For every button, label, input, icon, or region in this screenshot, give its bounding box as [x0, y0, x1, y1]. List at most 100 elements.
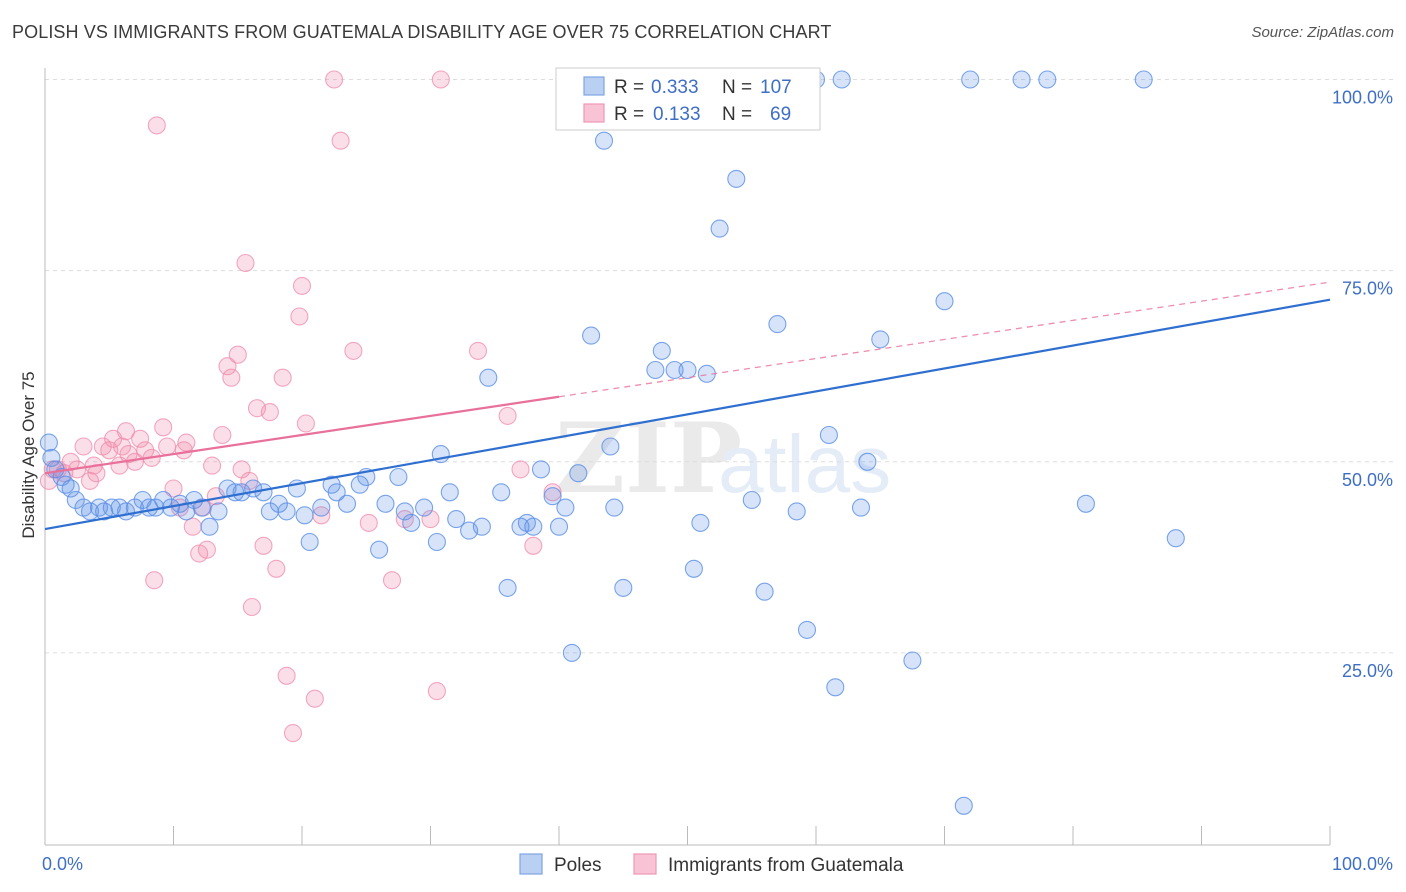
x-tick-label-min: 0.0% — [42, 854, 83, 874]
point-poles-92 — [832, 70, 851, 89]
trend-lines — [44, 281, 1331, 531]
point-guatemala-35 — [213, 425, 232, 445]
point-poles-56 — [492, 483, 511, 502]
point-poles-94 — [858, 452, 877, 471]
point-guatemala-65 — [498, 406, 517, 425]
point-poles-90 — [819, 425, 838, 445]
point-poles-75 — [665, 360, 684, 380]
legend: R = 0.333 N = 107 R = 0.133 N = 69 — [555, 67, 821, 131]
point-poles-91 — [826, 678, 845, 697]
point-guatemala-33 — [203, 456, 222, 475]
legend-n-label-guatemala: N = — [722, 104, 752, 125]
point-guatemala-32 — [197, 540, 216, 559]
point-guatemala-51 — [292, 276, 312, 295]
point-guatemala-29 — [183, 517, 202, 536]
point-guatemala-53 — [305, 689, 324, 708]
point-guatemala-14 — [113, 437, 132, 456]
trend-line-guatemala — [44, 395, 560, 475]
point-poles-86 — [768, 315, 787, 334]
legend-n-value-guatemala: 69 — [770, 104, 791, 125]
gridlines — [45, 79, 1393, 654]
point-poles-30 — [254, 483, 273, 502]
legend-r-label-guatemala: R = — [614, 104, 644, 125]
point-poles-52 — [447, 510, 466, 529]
y-tick-label-75: 75.0% — [1342, 279, 1393, 299]
point-guatemala-66 — [511, 460, 530, 479]
point-poles-35 — [295, 506, 314, 525]
point-poles-101 — [1038, 70, 1057, 89]
point-guatemala-62 — [427, 682, 446, 701]
point-poles-93 — [851, 498, 871, 517]
point-poles-44 — [376, 494, 395, 513]
point-guatemala-24 — [158, 437, 177, 456]
point-guatemala-6 — [74, 437, 93, 456]
point-poles-1 — [42, 448, 61, 467]
point-poles-98 — [954, 796, 973, 815]
point-poles-88 — [797, 620, 817, 639]
point-guatemala-47 — [273, 368, 292, 387]
point-poles-0 — [39, 433, 58, 452]
y-tick-label-25: 25.0% — [1342, 661, 1393, 681]
point-guatemala-38 — [228, 345, 247, 364]
point-poles-70 — [605, 498, 624, 517]
point-guatemala-21 — [145, 571, 164, 590]
point-poles-63 — [549, 517, 569, 536]
point-poles-57 — [498, 578, 517, 597]
point-guatemala-67 — [524, 536, 543, 555]
point-poles-39 — [327, 483, 346, 502]
point-poles-73 — [646, 360, 665, 380]
legend-n-label-poles: N = — [722, 77, 752, 98]
point-poles-5 — [61, 479, 80, 498]
point-poles-49 — [427, 532, 446, 552]
y-axis-label: Disability Age Over 75 — [19, 371, 38, 538]
point-poles-103 — [1134, 70, 1153, 89]
point-guatemala-46 — [267, 559, 286, 578]
point-guatemala-42 — [242, 597, 261, 617]
y-tick-label-100: 100.0% — [1332, 88, 1393, 108]
x-ticks — [44, 826, 1331, 845]
point-poles-100 — [1012, 70, 1031, 89]
point-guatemala-55 — [325, 70, 344, 89]
watermark-atlas: atlas — [718, 419, 891, 510]
y-tick-label-50: 50.0% — [1342, 470, 1393, 490]
series-poles-points — [39, 70, 1185, 815]
trend-line-guatemala-extension — [558, 281, 1331, 398]
point-poles-67 — [582, 326, 601, 345]
point-guatemala-37 — [222, 368, 241, 387]
series-guatemala-points — [39, 70, 562, 743]
point-poles-54 — [472, 517, 491, 536]
point-poles-68 — [594, 131, 614, 150]
chart-source: Source: ZipAtlas.com — [1251, 24, 1394, 41]
chart-title: POLISH VS IMMIGRANTS FROM GUATEMALA DISA… — [12, 22, 832, 42]
point-guatemala-40 — [236, 253, 255, 273]
point-poles-48 — [415, 498, 434, 517]
point-poles-80 — [710, 219, 729, 238]
point-poles-66 — [569, 464, 588, 483]
point-poles-77 — [684, 559, 703, 578]
point-poles-37 — [312, 498, 331, 517]
point-poles-61 — [531, 460, 551, 479]
point-guatemala-49 — [283, 724, 303, 743]
point-guatemala-28 — [177, 433, 196, 452]
point-poles-71 — [614, 578, 633, 597]
point-poles-76 — [678, 360, 697, 380]
point-poles-6 — [66, 490, 85, 510]
point-poles-46 — [395, 502, 414, 521]
point-poles-45 — [389, 467, 408, 487]
point-poles-78 — [691, 513, 710, 532]
legend-r-label-poles: R = — [614, 77, 644, 98]
point-poles-24 — [200, 517, 219, 536]
point-poles-43 — [370, 540, 389, 559]
legend-r-value-guatemala: 0.133 — [653, 104, 701, 125]
point-poles-97 — [935, 292, 954, 311]
point-poles-64 — [556, 498, 575, 517]
point-poles-82 — [727, 169, 746, 188]
point-poles-95 — [871, 330, 890, 349]
point-guatemala-18 — [131, 429, 150, 448]
trend-line-poles — [44, 298, 1331, 531]
bottom-legend-label-poles: Poles — [554, 855, 602, 876]
bottom-legend-label-guatemala: Immigrants from Guatemala — [668, 855, 904, 876]
y-tick-labels: 25.0% 50.0% 75.0% 100.0% — [1332, 88, 1393, 681]
point-guatemala-59 — [382, 571, 402, 590]
